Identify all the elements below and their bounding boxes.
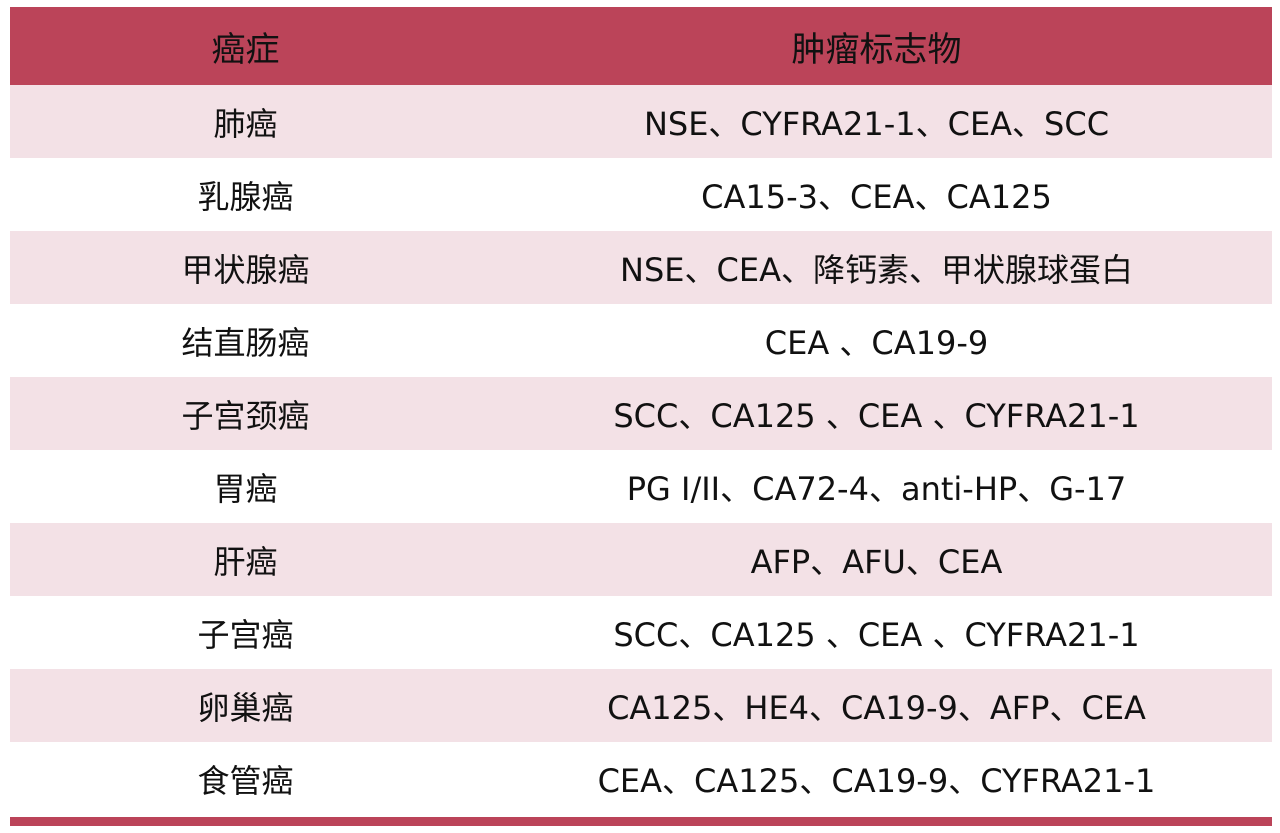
markers-cell: SCC、CA125 、CEA 、CYFRA21-1: [613, 615, 1140, 654]
table-row: 结直肠癌 CEA 、CA19-9: [10, 304, 1272, 377]
cancer-cell: 肺癌: [213, 104, 278, 143]
cancer-cell: 甲状腺癌: [181, 250, 310, 289]
cancer-cell: 卵巢癌: [197, 688, 294, 727]
table-row: 乳腺癌 CA15-3、CEA、CA125: [10, 158, 1272, 231]
markers-cell: CA15-3、CEA、CA125: [701, 177, 1052, 216]
table-header: 癌症 肿瘤标志物: [10, 7, 1272, 85]
cancer-cell: 子宫颈癌: [181, 396, 310, 435]
table-row: 卵巢癌 CA125、HE4、CA19-9、AFP、CEA: [10, 669, 1272, 742]
cancer-cell: 胃癌: [213, 469, 278, 508]
table-row: 食管癌 CEA、CA125、CA19-9、CYFRA21-1: [10, 742, 1272, 815]
markers-cell: NSE、CEA、降钙素、甲状腺球蛋白: [620, 250, 1133, 289]
markers-cell: PG I/II、CA72-4、anti-HP、G-17: [626, 469, 1127, 508]
header-markers: 肿瘤标志物: [791, 29, 962, 70]
markers-cell: CEA、CA125、CA19-9、CYFRA21-1: [597, 761, 1156, 800]
table-row: 甲状腺癌 NSE、CEA、降钙素、甲状腺球蛋白: [10, 231, 1272, 304]
bottom-bar: [10, 817, 1272, 826]
header-cancer: 癌症: [211, 29, 280, 70]
tumor-marker-table: 癌症 肿瘤标志物 肺癌 NSE、CYFRA21-1、CEA、SCC 乳腺癌 CA15-…: [10, 7, 1272, 826]
table-row: 子宫颈癌 SCC、CA125 、CEA 、CYFRA21-1: [10, 377, 1272, 450]
cancer-cell: 子宫癌: [197, 615, 294, 654]
table-row: 子宫癌 SCC、CA125 、CEA 、CYFRA21-1: [10, 596, 1272, 669]
table-row: 肺癌 NSE、CYFRA21-1、CEA、SCC: [10, 85, 1272, 158]
markers-cell: CA125、HE4、CA19-9、AFP、CEA: [607, 688, 1146, 727]
cancer-cell: 结直肠癌: [181, 323, 310, 362]
markers-cell: AFP、AFU、CEA: [750, 542, 1003, 581]
cancer-cell: 食管癌: [197, 761, 294, 800]
cancer-cell: 乳腺癌: [197, 177, 294, 216]
table-row: 胃癌 PG I/II、CA72-4、anti-HP、G-17: [10, 450, 1272, 523]
markers-cell: SCC、CA125 、CEA 、CYFRA21-1: [613, 396, 1140, 435]
markers-cell: NSE、CYFRA21-1、CEA、SCC: [643, 104, 1110, 143]
cancer-cell: 肝癌: [213, 542, 278, 581]
table-row: 肝癌 AFP、AFU、CEA: [10, 523, 1272, 596]
markers-cell: CEA 、CA19-9: [764, 323, 989, 362]
